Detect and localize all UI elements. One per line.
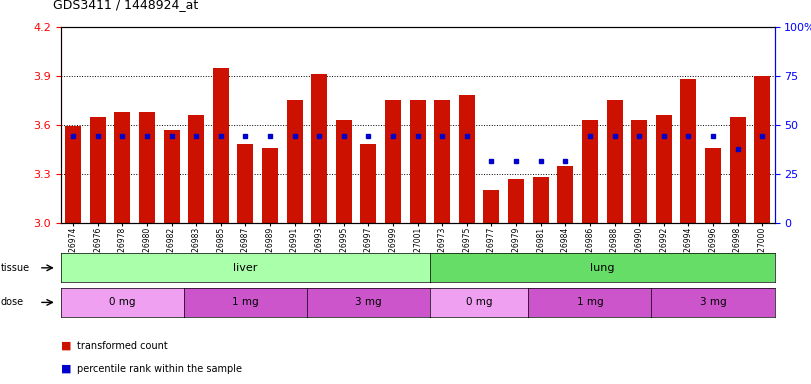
Bar xyxy=(483,190,500,223)
Text: 3 mg: 3 mg xyxy=(700,297,727,308)
Bar xyxy=(656,115,672,223)
Bar xyxy=(238,144,253,223)
Bar xyxy=(582,120,598,223)
Bar xyxy=(557,166,573,223)
Text: percentile rank within the sample: percentile rank within the sample xyxy=(77,364,242,374)
Bar xyxy=(730,117,745,223)
Bar xyxy=(434,100,450,223)
Text: 1 mg: 1 mg xyxy=(577,297,603,308)
Text: liver: liver xyxy=(234,263,258,273)
Text: lung: lung xyxy=(590,263,615,273)
Bar xyxy=(262,148,278,223)
Bar xyxy=(164,130,179,223)
Bar xyxy=(139,112,155,223)
Bar xyxy=(385,100,401,223)
Bar xyxy=(114,112,131,223)
Text: 1 mg: 1 mg xyxy=(232,297,259,308)
Bar xyxy=(311,74,327,223)
Bar xyxy=(631,120,647,223)
Text: 0 mg: 0 mg xyxy=(466,297,492,308)
Text: tissue: tissue xyxy=(1,263,30,273)
Text: 3 mg: 3 mg xyxy=(355,297,382,308)
Bar xyxy=(508,179,524,223)
Bar xyxy=(533,177,549,223)
Text: 0 mg: 0 mg xyxy=(109,297,135,308)
Text: ■: ■ xyxy=(61,364,71,374)
Bar xyxy=(607,100,623,223)
Bar xyxy=(705,148,721,223)
Bar xyxy=(212,68,229,223)
Bar xyxy=(188,115,204,223)
Bar xyxy=(286,100,303,223)
Bar xyxy=(754,76,770,223)
Bar xyxy=(680,79,697,223)
Bar xyxy=(360,144,376,223)
Bar xyxy=(90,117,105,223)
Text: dose: dose xyxy=(1,297,24,308)
Bar xyxy=(459,96,475,223)
Bar xyxy=(410,100,426,223)
Text: transformed count: transformed count xyxy=(77,341,168,351)
Bar xyxy=(336,120,352,223)
Text: ■: ■ xyxy=(61,341,71,351)
Text: GDS3411 / 1448924_at: GDS3411 / 1448924_at xyxy=(53,0,198,12)
Bar xyxy=(65,126,81,223)
